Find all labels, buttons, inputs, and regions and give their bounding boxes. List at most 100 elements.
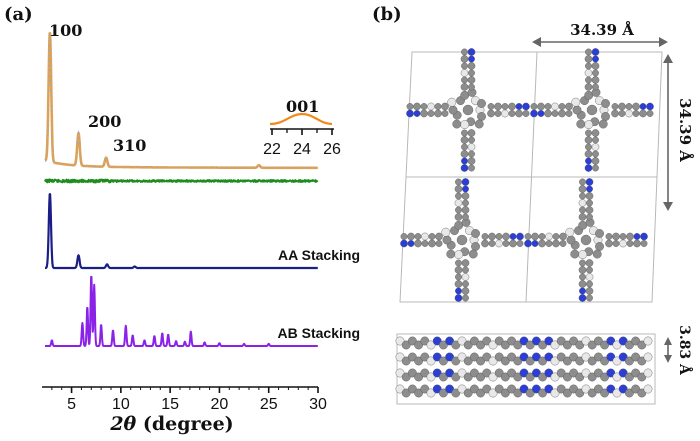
- atom-arm: [579, 192, 586, 200]
- stack-atom: [563, 340, 572, 350]
- stack-atom: [544, 336, 554, 346]
- stack-atom: [432, 368, 442, 378]
- stack-atom: [426, 372, 436, 382]
- atom-core: [454, 220, 464, 230]
- atom-arm: [551, 110, 559, 117]
- stack-atom: [407, 368, 417, 378]
- stack-atom: [494, 368, 504, 378]
- atom-core: [477, 112, 486, 121]
- stack-atom: [445, 368, 454, 378]
- atom-arm: [414, 233, 422, 240]
- x-axis-label-symbol: 2θ: [109, 413, 136, 435]
- stack-atom: [463, 340, 473, 350]
- stack-atom: [488, 372, 498, 382]
- atom-arm: [545, 240, 553, 247]
- side-view-cell: [396, 333, 656, 405]
- atom-arm: [515, 103, 523, 110]
- atom-arm: [591, 129, 600, 137]
- atom-arm: [460, 69, 469, 77]
- atom-arm: [619, 239, 627, 248]
- atom-arm: [468, 150, 475, 158]
- stack-atom: [476, 356, 485, 366]
- stack-atom: [532, 368, 541, 378]
- atom-arm: [591, 157, 600, 165]
- atom-arm: [579, 273, 586, 281]
- stack-atom: [625, 340, 634, 350]
- atom-arm: [434, 109, 442, 118]
- atom-arm: [494, 110, 502, 117]
- atom-arm: [460, 55, 469, 63]
- atom-arm: [455, 192, 462, 200]
- atom-arm: [495, 233, 503, 240]
- atom-arm: [559, 240, 567, 247]
- atom-arm: [579, 259, 586, 267]
- atom-arm: [461, 129, 468, 137]
- dimension-horizontal-label: 34.39 Å: [570, 21, 634, 39]
- atom-arm: [407, 240, 415, 247]
- atom-arm: [509, 233, 517, 240]
- atom-arm: [530, 109, 538, 118]
- stack-atom: [637, 356, 647, 366]
- atom-arm: [584, 55, 593, 63]
- stack-atom: [507, 336, 516, 346]
- stack-atom: [401, 356, 411, 366]
- stack-atom: [507, 368, 516, 378]
- atom-core: [477, 99, 486, 108]
- atom-arm: [435, 240, 443, 247]
- stack-atom: [563, 388, 572, 398]
- stack-atom: [414, 372, 423, 382]
- dimension-stacking-label: 3.83 Å: [676, 325, 694, 376]
- stack-atom: [569, 352, 578, 362]
- stack-atom: [556, 352, 566, 362]
- atom-arm: [462, 266, 469, 274]
- atom-arm: [462, 185, 469, 193]
- stack-atom: [569, 384, 578, 394]
- stack-atom: [600, 372, 609, 382]
- atom-arm: [461, 48, 468, 56]
- atom-arm: [468, 164, 475, 172]
- atom-arm: [454, 185, 463, 193]
- trace-aa-stacking: [44, 193, 319, 270]
- atom-arm: [488, 240, 496, 247]
- stack-atom: [556, 368, 566, 378]
- stack-atom: [426, 356, 436, 366]
- stack-atom: [507, 352, 516, 362]
- arrowhead-left: [532, 37, 541, 47]
- stack-atom: [600, 388, 609, 398]
- atom-arm: [619, 233, 627, 240]
- stack-atom: [401, 340, 411, 350]
- inset-tick-label-26: 26: [323, 141, 341, 158]
- atom-arm: [611, 109, 619, 118]
- stack-atom: [476, 340, 485, 350]
- stack-atom: [457, 368, 467, 378]
- stack-atom: [550, 340, 560, 350]
- atom-arm: [467, 62, 476, 70]
- stack-atom: [463, 372, 473, 382]
- stack-atom: [637, 388, 647, 398]
- atom-arm: [468, 83, 475, 91]
- atom-arm: [516, 240, 524, 247]
- stack-atom: [600, 356, 609, 366]
- arrowhead-stack-up: [664, 337, 672, 345]
- stack-atom: [426, 388, 436, 398]
- structure-top-view: [399, 48, 663, 303]
- arrowhead-up: [663, 54, 673, 63]
- stack-atom: [525, 356, 535, 366]
- atom-core: [441, 227, 451, 237]
- arrowhead-stack-down: [664, 355, 672, 363]
- peak-label-200: 200: [88, 112, 121, 131]
- atom-core: [598, 119, 608, 129]
- stack-atom: [494, 352, 504, 362]
- atom-arm: [461, 178, 470, 186]
- stack-atom: [519, 352, 529, 362]
- stack-atom: [575, 388, 585, 398]
- trace-label-ab: AB Stacking: [278, 325, 360, 341]
- x-tick-label-25: 25: [260, 396, 278, 413]
- stack-atom: [587, 388, 597, 398]
- stack-atom: [432, 336, 442, 346]
- atom-arm: [454, 294, 463, 302]
- atom-arm: [481, 233, 489, 240]
- stack-atom: [556, 336, 566, 346]
- inset-tick-label-22: 22: [263, 141, 281, 158]
- atom-arm: [531, 232, 539, 241]
